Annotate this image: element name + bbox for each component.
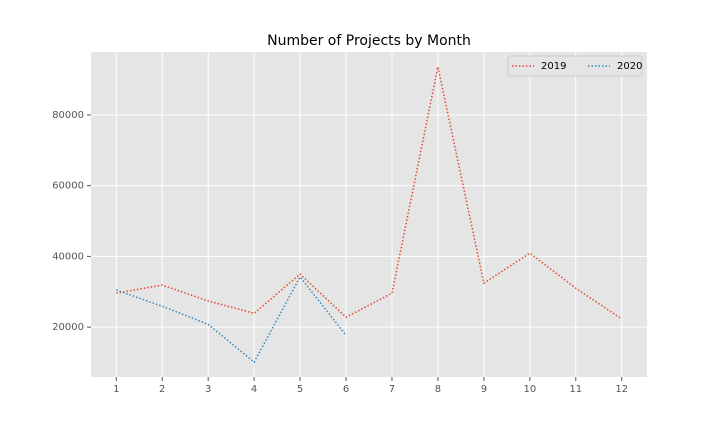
x-tick-label: 10 [523,384,536,395]
x-tick-label: 3 [205,384,211,395]
chart-title: Number of Projects by Month [267,33,471,49]
legend-label: 2020 [617,61,642,72]
legend-label: 2019 [541,61,566,72]
x-tick-label: 1 [113,384,119,395]
x-tick-label: 7 [389,384,395,395]
y-tick-label: 80000 [52,110,84,121]
x-tick-label: 4 [251,384,257,395]
y-tick-label: 60000 [52,181,84,192]
x-tick-label: 6 [343,384,349,395]
x-tick-label: 5 [297,384,303,395]
x-tick-label: 11 [569,384,582,395]
y-tick-label: 20000 [52,322,84,333]
legend-box [507,55,643,77]
series-line [116,275,347,364]
y-tick-label: 40000 [52,251,84,262]
plot-area [91,52,647,377]
x-tick-label: 2 [159,384,165,395]
x-tick-label: 8 [435,384,441,395]
x-tick-label: 12 [615,384,628,395]
x-tick-label: 9 [481,384,487,395]
